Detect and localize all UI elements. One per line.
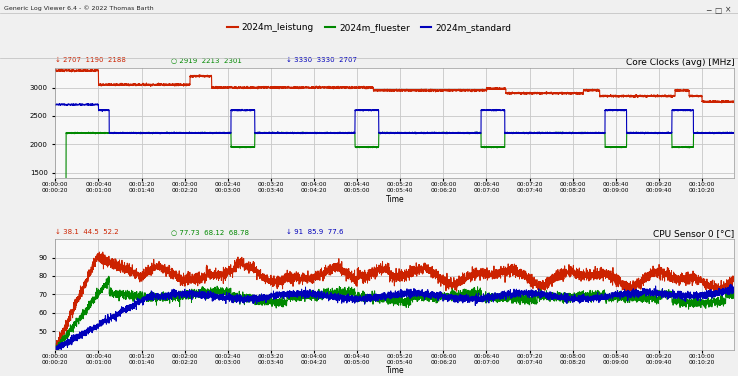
Text: ↓ 91  85.9  77.6: ↓ 91 85.9 77.6 xyxy=(286,229,344,235)
Text: Generic Log Viewer 6.4 - © 2022 Thomas Barth: Generic Log Viewer 6.4 - © 2022 Thomas B… xyxy=(4,6,154,11)
Text: ○ 77.73  68.12  68.78: ○ 77.73 68.12 68.78 xyxy=(170,229,249,235)
Text: ×: × xyxy=(725,6,731,15)
Text: ↓ 2707  1190  2188: ↓ 2707 1190 2188 xyxy=(55,57,126,63)
Text: Core Clocks (avg) [MHz]: Core Clocks (avg) [MHz] xyxy=(626,58,734,67)
Text: ↓ 38.1  44.5  52.2: ↓ 38.1 44.5 52.2 xyxy=(55,229,119,235)
Text: ↓ 3330  3330  2707: ↓ 3330 3330 2707 xyxy=(286,57,357,63)
Text: CPU Sensor 0 [°C]: CPU Sensor 0 [°C] xyxy=(653,229,734,238)
Text: ○ 2919  2213  2301: ○ 2919 2213 2301 xyxy=(170,57,241,63)
Legend: 2024m_leistung, 2024m_fluester, 2024m_standard: 2024m_leistung, 2024m_fluester, 2024m_st… xyxy=(224,20,514,36)
Text: □: □ xyxy=(714,6,722,15)
Text: −: − xyxy=(705,6,711,15)
X-axis label: Time: Time xyxy=(385,366,404,375)
X-axis label: Time: Time xyxy=(385,195,404,204)
